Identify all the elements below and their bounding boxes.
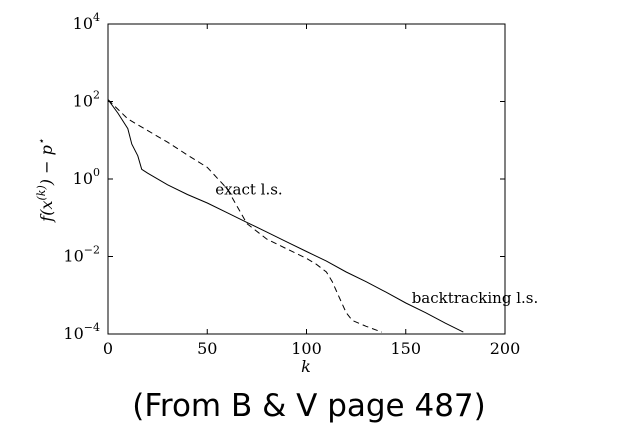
x-tick-label: 150 — [390, 339, 421, 358]
chart: 10−4 10−2 100 102 104 0 50 100 150 200 exact l.s… — [35, 11, 539, 376]
x-tick-label: 100 — [291, 339, 322, 358]
plot-frame — [107, 23, 506, 335]
series-line-backtracking-ls — [107, 99, 464, 333]
x-axis-label: k — [301, 357, 311, 376]
x-tick-label: 200 — [490, 339, 521, 358]
x-tick-label: 50 — [197, 339, 217, 358]
x-tick-label: 0 — [103, 339, 113, 358]
series-line-exact-ls — [107, 99, 383, 333]
x-axis-ticks: 0 50 100 150 200 — [103, 24, 520, 358]
y-axis-ticks: 10−4 10−2 100 102 104 — [63, 11, 505, 343]
y-tick-label: 102 — [73, 89, 100, 111]
y-tick-label: 10−2 — [63, 244, 100, 266]
annotation-exact-ls: exact l.s. — [215, 181, 283, 199]
y-tick-label: 104 — [73, 11, 100, 33]
y-tick-label: 10−4 — [63, 321, 100, 343]
annotation-backtracking-ls: backtracking l.s. — [412, 289, 539, 307]
y-tick-label: 100 — [73, 166, 100, 188]
figure-caption: (From B & V page 487) — [132, 388, 486, 424]
y-axis-label: f(x(k)) − p⋆ — [35, 138, 56, 223]
